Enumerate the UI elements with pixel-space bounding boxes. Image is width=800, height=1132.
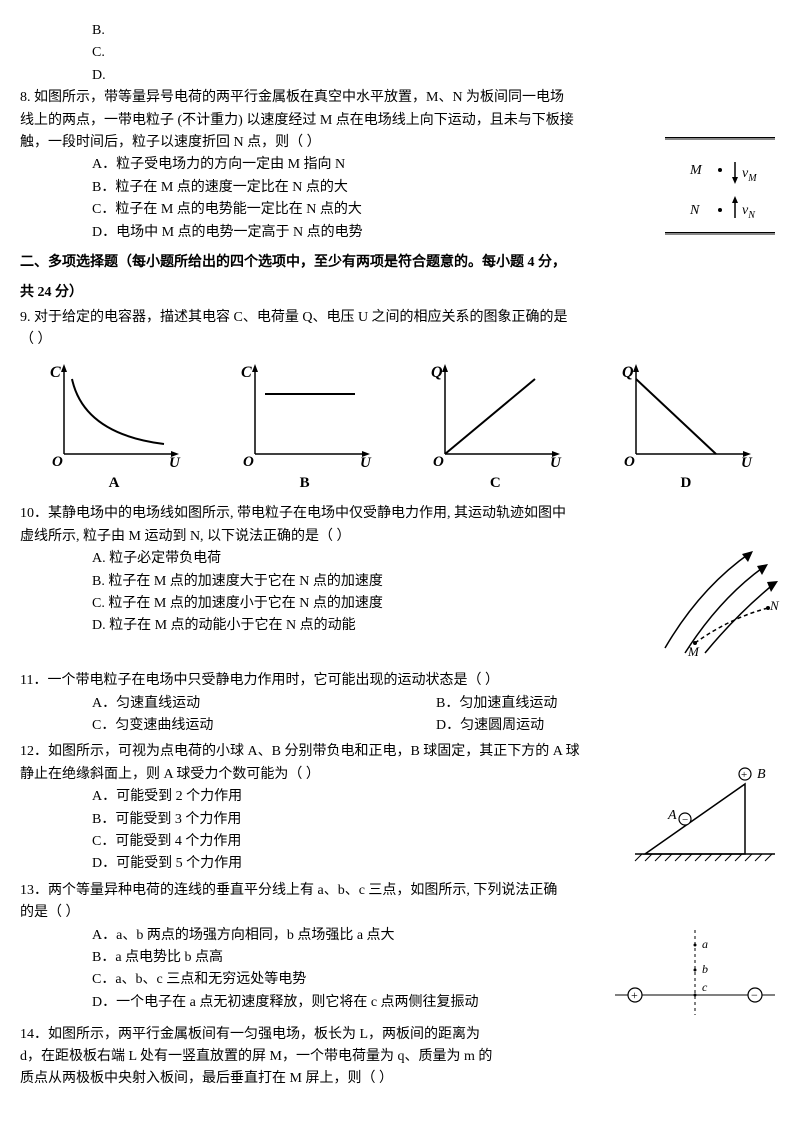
svg-text:−: −: [682, 814, 688, 826]
q8-fig-n: N: [689, 203, 700, 218]
svg-text:+: +: [741, 769, 747, 781]
q12-stem-l1: 12．如图所示，可视为点电荷的小球 A、B 分别带负电和正电，B 球固定，其正下…: [20, 741, 780, 763]
svg-text:U: U: [169, 455, 181, 469]
pre-opt-b: B.: [92, 20, 780, 42]
q8-stem-l1: 8. 如图所示，带等量异号电荷的两平行金属板在真空中水平放置，M、N 为板间同一…: [20, 87, 780, 109]
svg-text:C: C: [50, 364, 61, 381]
q13-stem-l1: 13．两个等量异种电荷的连线的垂直平分线上有 a、b、c 三点，如图所示, 下列…: [20, 880, 780, 902]
q14-stem-l1: 14．如图所示，两平行金属板间有一匀强电场，板长为 L，两板间的距离为: [20, 1024, 780, 1046]
q9-label-b: B: [235, 471, 375, 495]
q9-charts: C U O A C U O B: [44, 359, 756, 495]
svg-text:O: O: [52, 454, 63, 469]
q8-fig-vn: vN: [742, 203, 756, 221]
q9-stem-l1: 9. 对于给定的电容器，描述其电容 C、电荷量 Q、电压 U 之间的相应关系的图…: [20, 307, 780, 329]
svg-text:U: U: [360, 455, 372, 469]
svg-text:+: +: [631, 988, 638, 1002]
q13: 13．两个等量异种电荷的连线的垂直平分线上有 a、b、c 三点，如图所示, 下列…: [20, 880, 780, 1020]
q9-label-c: C: [425, 471, 565, 495]
svg-text:A: A: [667, 808, 677, 823]
q14: 14．如图所示，两平行金属板间有一匀强电场，板长为 L，两板间的距离为 d，在距…: [20, 1024, 780, 1091]
svg-text:C: C: [241, 364, 252, 381]
svg-text:Q: Q: [622, 364, 634, 381]
q8-figure: M vM N vN: [660, 132, 780, 242]
q12: 12．如图所示，可视为点电荷的小球 A、B 分别带负电和正电，B 球固定，其正下…: [20, 741, 780, 875]
q11-opt-b: B．匀加速直线运动: [436, 693, 780, 715]
q14-stem-l3: 质点从两极板中央射入板间，最后垂直打在 M 屏上，则（ ）: [20, 1068, 780, 1090]
q13-figure: + − a b c: [610, 925, 780, 1020]
section2-title-l2: 共 24 分）: [20, 282, 780, 304]
q11-opt-a: A．匀速直线运动: [92, 693, 436, 715]
q9-label-d: D: [616, 471, 756, 495]
q11-opt-d: D．匀速圆周运动: [436, 715, 780, 737]
pre-opt-d: D.: [92, 65, 780, 87]
svg-text:b: b: [702, 962, 708, 976]
q13-stem-l2: 的是（ ）: [20, 902, 780, 924]
q9-chart-a: C U O A: [44, 359, 184, 495]
svg-text:O: O: [624, 454, 635, 469]
pre-opt-c: C.: [92, 42, 780, 64]
q9-chart-d: Q U O D: [616, 359, 756, 495]
svg-text:−: −: [751, 988, 758, 1002]
q8-fig-m: M: [689, 163, 703, 178]
q11: 11．一个带电粒子在电场中只受静电力作用时，它可能出现的运动状态是（ ） A．匀…: [20, 670, 780, 737]
q8-fig-vm: vM: [742, 166, 757, 184]
q9-label-a: A: [44, 471, 184, 495]
q10-stem-l1: 10．某静电场中的电场线如图所示, 带电粒子在电场中仅受静电力作用, 其运动轨迹…: [20, 503, 780, 525]
q9-chart-b: C U O B: [235, 359, 375, 495]
svg-text:O: O: [433, 454, 444, 469]
q8: 8. 如图所示，带等量异号电荷的两平行金属板在真空中水平放置，M、N 为板间同一…: [20, 87, 780, 244]
q14-stem-l2: d，在距极板右端 L 处有一竖直放置的屏 M，一个带电荷量为 q、质量为 m 的: [20, 1046, 780, 1068]
svg-text:N: N: [769, 598, 780, 613]
section2-title-l1: 二、多项选择题（每小题所给出的四个选项中，至少有两项是符合题意的。每小题 4 分…: [20, 252, 780, 274]
q10-stem-l2: 虚线所示, 粒子由 M 运动到 N, 以下说法正确的是（ ）: [20, 526, 780, 548]
svg-text:a: a: [702, 937, 708, 951]
svg-text:U: U: [741, 455, 753, 469]
svg-text:c: c: [702, 980, 708, 994]
q10-figure: M N: [650, 548, 780, 658]
svg-text:M: M: [687, 644, 700, 658]
q9-stem-l2: （ ）: [20, 329, 780, 351]
svg-text:U: U: [550, 455, 562, 469]
q8-stem-l2: 线上的两点，一带电粒子 (不计重力) 以速度经过 M 点在电场线上向下运动，且未…: [20, 110, 780, 132]
svg-text:B: B: [757, 767, 766, 782]
q10: 10．某静电场中的电场线如图所示, 带电粒子在电场中仅受静电力作用, 其运动轨迹…: [20, 503, 780, 658]
svg-text:O: O: [243, 454, 254, 469]
q9: 9. 对于给定的电容器，描述其电容 C、电荷量 Q、电压 U 之间的相应关系的图…: [20, 307, 780, 496]
svg-text:Q: Q: [431, 364, 443, 381]
q11-stem: 11．一个带电粒子在电场中只受静电力作用时，它可能出现的运动状态是（ ）: [20, 670, 780, 692]
q12-figure: + B − A: [630, 764, 780, 864]
q9-chart-c: Q U O C: [425, 359, 565, 495]
q11-opt-c: C．匀变速曲线运动: [92, 715, 436, 737]
